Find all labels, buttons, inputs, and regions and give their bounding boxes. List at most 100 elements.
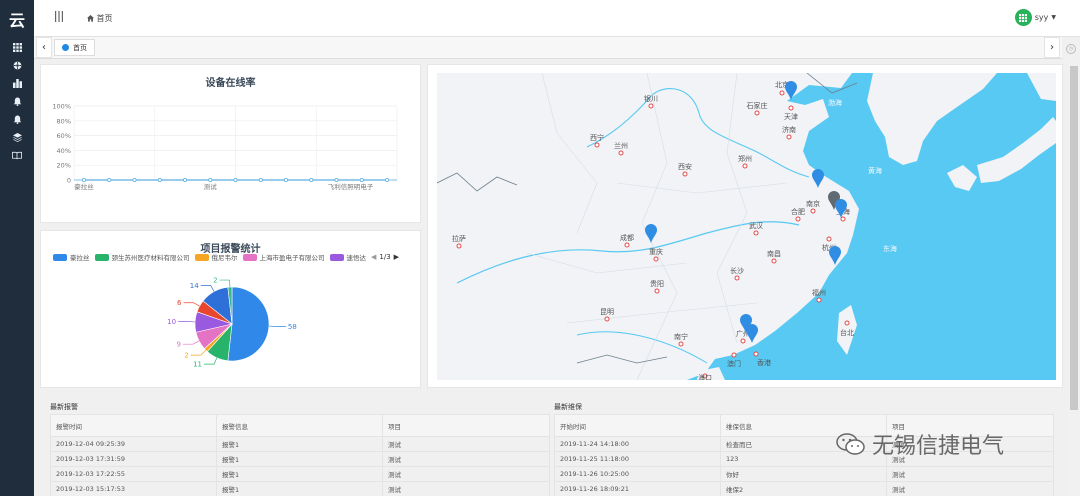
location-pin-icon[interactable]: [645, 224, 657, 243]
city-dot[interactable]: [826, 236, 832, 242]
national-border: [437, 73, 858, 364]
city-dot[interactable]: [456, 243, 462, 249]
bell-icon[interactable]: [0, 92, 34, 110]
alarm-bell-icon[interactable]: [0, 110, 34, 128]
table-row[interactable]: 2019-11-26 10:25:00 你好 测试: [554, 466, 1054, 482]
city-dot[interactable]: [648, 103, 654, 109]
data-point[interactable]: [82, 178, 87, 183]
clock-icon[interactable]: ◷: [1066, 44, 1076, 54]
city-dot[interactable]: [702, 373, 708, 379]
pie-slice[interactable]: [227, 286, 270, 362]
table-row[interactable]: 2019-12-03 17:31:59 报警1 测试: [50, 451, 550, 467]
data-point[interactable]: [182, 178, 187, 183]
city-dot[interactable]: [810, 208, 816, 214]
city-dot[interactable]: [754, 110, 760, 116]
slice-label: 11: [193, 361, 202, 369]
city-label: 西安: [678, 162, 692, 171]
column-header[interactable]: 报警时间: [50, 414, 217, 437]
city-dot[interactable]: [795, 216, 801, 222]
caret-down-icon[interactable]: ▼: [1051, 14, 1056, 21]
tab-scroll-left-icon[interactable]: ‹: [36, 37, 52, 58]
location-pin-icon[interactable]: [835, 199, 847, 218]
city-dot[interactable]: [678, 341, 684, 347]
dashboard-icon[interactable]: [0, 56, 34, 74]
bar-chart-icon[interactable]: [0, 74, 34, 92]
legend-prev-icon[interactable]: ◀: [371, 253, 377, 261]
table-row[interactable]: 2019-11-25 11:18:00 123 测试: [554, 451, 1054, 467]
city-dot[interactable]: [604, 316, 610, 322]
data-point[interactable]: [384, 178, 389, 183]
legend-item[interactable]: 豪拉丝: [53, 252, 90, 262]
table-row[interactable]: 2019-12-03 15:17:53 报警1 测试: [50, 481, 550, 496]
data-point[interactable]: [157, 178, 162, 183]
city-dot[interactable]: [753, 351, 759, 357]
table-cell: 2019-11-26 10:25:00: [554, 466, 721, 482]
legend-item[interactable]: 俄尼韦尔: [194, 252, 238, 262]
city-label: 台北: [840, 328, 854, 337]
city-dot[interactable]: [840, 216, 846, 222]
legend-next-icon[interactable]: ▶: [393, 253, 400, 261]
city-dot[interactable]: [816, 297, 822, 303]
city-label: 郑州: [738, 155, 752, 163]
location-pin-icon[interactable]: [785, 81, 797, 100]
city-dot[interactable]: [786, 134, 792, 140]
data-point[interactable]: [107, 178, 112, 183]
table-row[interactable]: 2019-11-26 18:09:21 维保2 测试: [554, 481, 1054, 496]
city-dot[interactable]: [771, 258, 777, 264]
x-tick-label: 飞利信照明电子: [328, 182, 374, 191]
land-japan-honshu: [977, 117, 1056, 183]
china-map[interactable]: 北京天津石家庄济南银川西宁兰州西安郑州南京上海合肥杭州拉萨成都重庆武汉南昌长沙贵…: [437, 73, 1056, 380]
city-dot[interactable]: [844, 320, 850, 326]
data-point[interactable]: [283, 178, 288, 183]
avatar[interactable]: [1014, 9, 1032, 26]
city-dot[interactable]: [740, 338, 746, 344]
data-point[interactable]: [132, 178, 137, 183]
legend-item[interactable]: 速悟达: [329, 252, 366, 262]
city-dot[interactable]: [788, 105, 794, 111]
sea-label: 黄海: [868, 166, 882, 175]
layers-icon[interactable]: [0, 128, 34, 146]
table-row[interactable]: 2019-12-04 09:25:39 报警1 测试: [50, 436, 550, 452]
tab-scroll-right-icon[interactable]: ›: [1044, 37, 1060, 58]
city-dot[interactable]: [779, 90, 785, 96]
location-pin-icon[interactable]: [746, 324, 758, 343]
legend-item[interactable]: 颈生苏州医疗材料有限公司: [94, 252, 190, 262]
city-dot[interactable]: [753, 230, 759, 236]
data-point[interactable]: [334, 178, 339, 183]
city-dot[interactable]: [624, 242, 630, 248]
page-scrollbar[interactable]: [1068, 60, 1080, 496]
data-point[interactable]: [359, 178, 364, 183]
username[interactable]: syy: [1034, 13, 1049, 22]
city-dot[interactable]: [618, 150, 624, 156]
data-point[interactable]: [309, 178, 314, 183]
location-pin-icon[interactable]: [740, 314, 752, 333]
book-icon[interactable]: [0, 146, 34, 164]
location-pin-icon[interactable]: [812, 169, 824, 188]
location-pin-icon[interactable]: [828, 191, 840, 210]
data-point[interactable]: [208, 178, 213, 183]
city-dot[interactable]: [594, 142, 600, 148]
column-header[interactable]: 项目: [382, 414, 550, 437]
table-row[interactable]: 2019-11-24 14:18:00 检查而已 测试: [554, 436, 1054, 452]
data-point[interactable]: [258, 178, 263, 183]
column-header[interactable]: 开始时间: [554, 414, 721, 437]
location-pin-icon[interactable]: [829, 246, 841, 265]
city-dot[interactable]: [682, 171, 688, 177]
city-dot[interactable]: [653, 256, 659, 262]
scrollbar-thumb[interactable]: [1070, 66, 1078, 410]
table-row[interactable]: 2019-12-03 17:22:55 报警1 测试: [50, 466, 550, 482]
data-point[interactable]: [233, 178, 238, 183]
column-header[interactable]: 维保信息: [720, 414, 887, 437]
column-header[interactable]: 报警信息: [216, 414, 383, 437]
city-dot[interactable]: [742, 163, 748, 169]
grid-icon[interactable]: [0, 38, 34, 56]
city-dot[interactable]: [731, 352, 737, 358]
breadcrumb[interactable]: 首页: [87, 13, 113, 24]
menu-toggle-icon[interactable]: [54, 11, 64, 25]
table-cell: 2019-11-26 18:09:21: [554, 481, 721, 496]
user-menu[interactable]: syy ▼: [1014, 9, 1056, 26]
city-dot[interactable]: [734, 275, 740, 281]
legend-item[interactable]: 上海市盈电子有限公司: [242, 252, 325, 262]
city-dot[interactable]: [654, 288, 660, 294]
tab-home[interactable]: 首页: [54, 39, 95, 56]
